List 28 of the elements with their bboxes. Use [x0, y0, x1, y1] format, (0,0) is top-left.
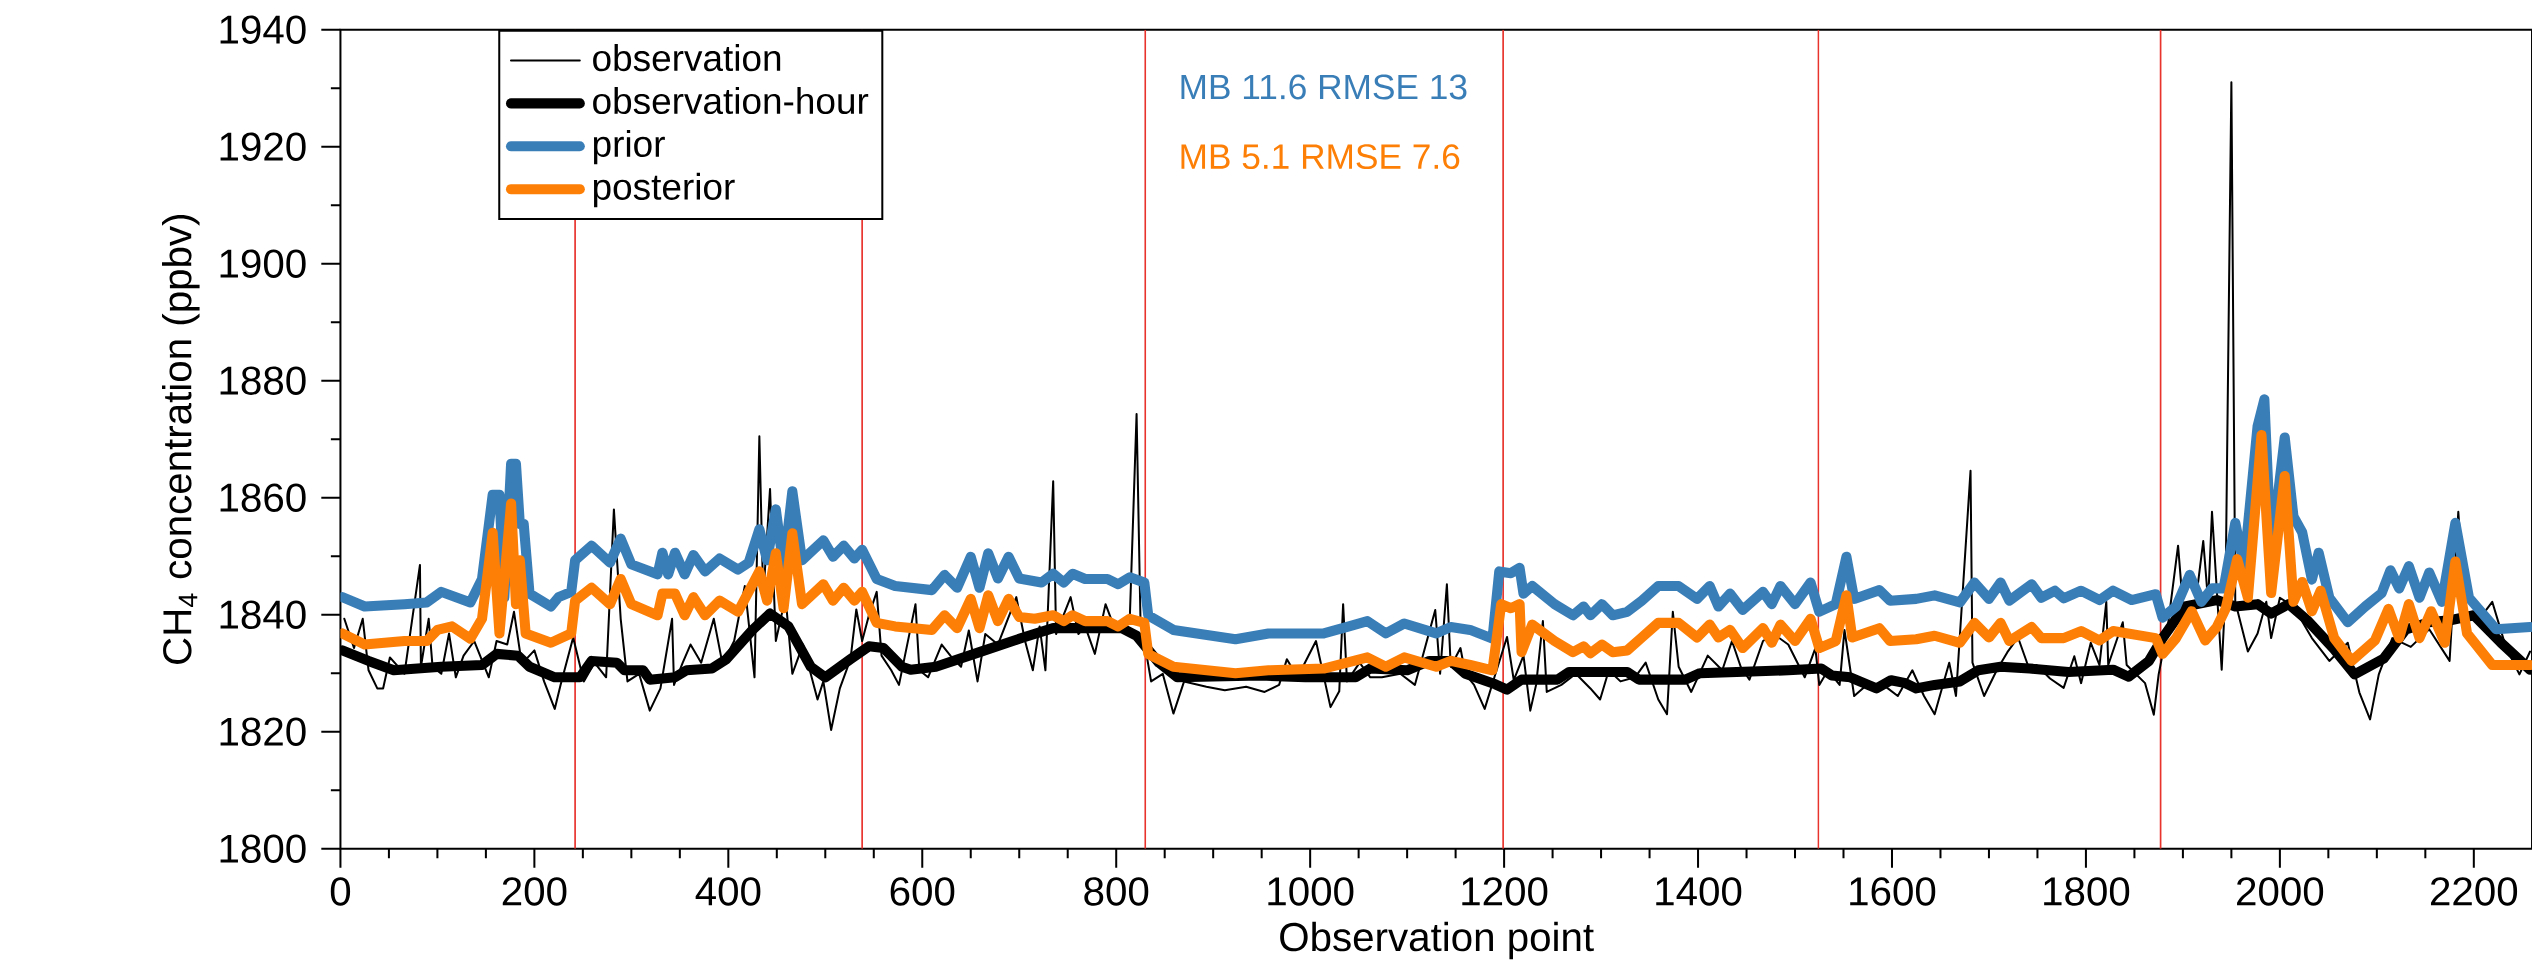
- legend-label: prior: [593, 129, 665, 165]
- y-tick-label: 1880: [220, 366, 306, 395]
- y-tick-label: 1820: [220, 717, 306, 746]
- y-tick-label: 1920: [220, 132, 306, 161]
- x-tick-label: 2200: [2430, 877, 2518, 906]
- x-tick-label: 0: [330, 877, 351, 906]
- y-tick-label: 1940: [220, 15, 306, 44]
- annotation: MB 11.6 RMSE 13: [1181, 74, 1467, 100]
- x-tick-label: 1200: [1462, 877, 1548, 906]
- legend-label: posterior: [593, 172, 735, 208]
- x-tick-label: 1000: [1268, 877, 1354, 906]
- x-tick-label: 1600: [1850, 877, 1936, 906]
- x-axis-title: Observation point: [1280, 921, 1594, 960]
- legend-label: observation: [593, 43, 781, 72]
- x-tick-label: 200: [502, 877, 567, 906]
- x-tick-label: 1800: [2044, 877, 2130, 906]
- x-tick-label: 800: [1084, 877, 1149, 906]
- y-tick-label: 1800: [220, 834, 306, 863]
- y-tick-label: 1860: [220, 483, 306, 512]
- y-tick-label: 1900: [220, 249, 306, 278]
- annotation: MB 5.1 RMSE 7.6: [1181, 144, 1460, 169]
- x-tick-label: 600: [890, 877, 955, 906]
- legend-label: observation-hour: [593, 86, 869, 115]
- x-tick-label: 1400: [1656, 877, 1742, 906]
- y-tick-label: 1840: [220, 600, 306, 629]
- y-axis-title: CH$_{4}$ concentration (ppbv): [162, 214, 200, 664]
- x-tick-label: 400: [695, 877, 761, 906]
- x-tick-label: 2000: [2237, 877, 2324, 906]
